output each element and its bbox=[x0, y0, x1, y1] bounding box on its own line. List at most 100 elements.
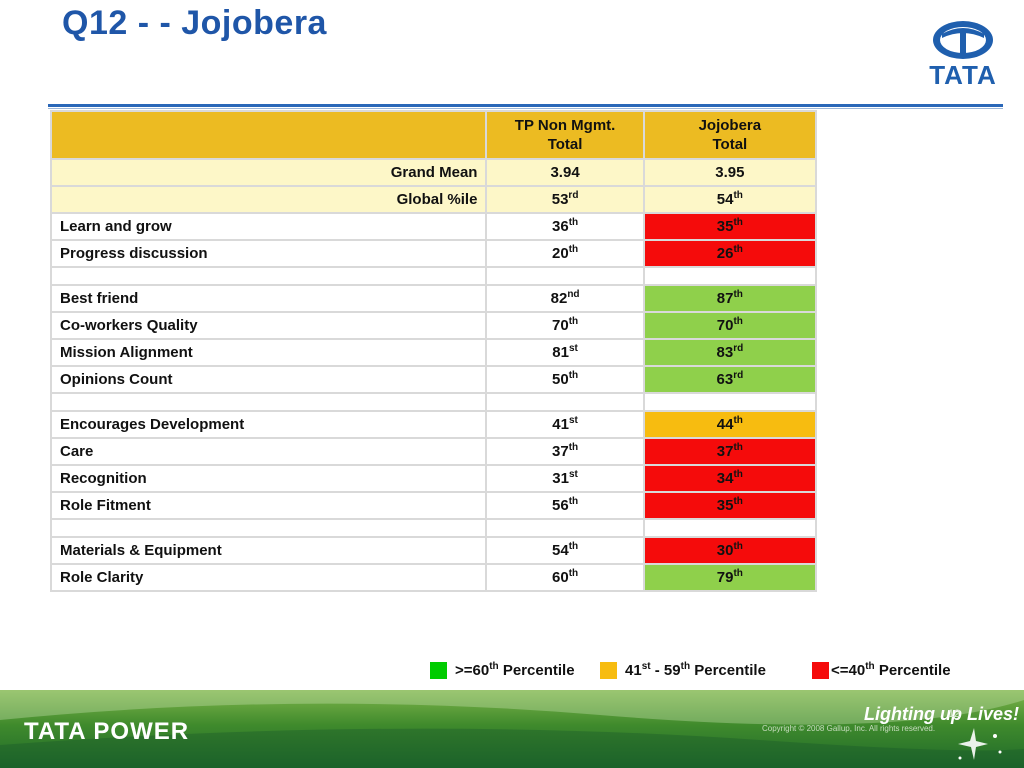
ordinal-suffix: th bbox=[568, 316, 579, 327]
ordinal-suffix: th bbox=[568, 244, 579, 255]
row-label bbox=[49, 266, 488, 286]
ordinal-suffix: th bbox=[733, 541, 743, 552]
title-divider-thin bbox=[48, 108, 1003, 109]
row-label: Recognition bbox=[49, 464, 488, 493]
tp-non-mgmt-value: 20th bbox=[485, 239, 645, 268]
legend-label: 41st - 59th Percentile bbox=[625, 661, 766, 680]
row-label-text: Materials & Equipment bbox=[60, 542, 222, 559]
footer-wave bbox=[0, 690, 1024, 768]
page-number: 12 bbox=[948, 708, 961, 720]
row-label-text: Progress discussion bbox=[60, 245, 208, 262]
header-line: TP Non Mgmt. bbox=[514, 117, 616, 134]
ordinal-suffix: th bbox=[733, 469, 743, 480]
legend-swatch-red bbox=[812, 662, 829, 679]
table-spacer-row bbox=[49, 518, 818, 538]
ordinal-suffix: nd bbox=[567, 289, 580, 300]
ordinal-suffix: th bbox=[568, 541, 579, 552]
tp-non-mgmt-value: 41st bbox=[485, 410, 645, 439]
jojobera-value: 30th bbox=[642, 536, 818, 565]
ordinal-suffix: th bbox=[733, 217, 743, 228]
jojobera-value bbox=[642, 266, 818, 286]
table-row: Learn and grow 36th 35th bbox=[49, 212, 818, 241]
jojobera-value: 37th bbox=[642, 437, 818, 466]
cell-value: 54 bbox=[552, 542, 569, 559]
tp-non-mgmt-value: 81st bbox=[485, 338, 645, 367]
row-label-text: Best friend bbox=[60, 290, 139, 307]
ordinal-suffix: th bbox=[568, 370, 579, 381]
jojobera-value: 70th bbox=[642, 311, 818, 340]
cell-value: 30 bbox=[716, 542, 734, 559]
cell-value: 70 bbox=[552, 317, 569, 334]
ordinal-suffix: st bbox=[568, 415, 578, 426]
title-divider bbox=[48, 104, 1003, 107]
ordinal-suffix: th bbox=[568, 442, 579, 453]
row-label-text: Recognition bbox=[60, 470, 147, 487]
jojobera-value: 26th bbox=[642, 239, 818, 268]
cell-value: 56 bbox=[552, 497, 569, 514]
ordinal-suffix: th bbox=[733, 442, 743, 453]
row-label-text: Role Clarity bbox=[60, 569, 144, 586]
footer-copyright: Copyright © 2008 Gallup, Inc. All rights… bbox=[762, 724, 936, 733]
jojobera-value: 3.95 bbox=[642, 158, 818, 187]
row-label-text: Care bbox=[60, 443, 94, 460]
q12-table: TP Non Mgmt. Total Jojobera Total Grand … bbox=[49, 110, 818, 592]
row-label: Grand Mean bbox=[49, 158, 488, 187]
tata-logo-icon bbox=[933, 21, 993, 59]
tp-non-mgmt-value: 31st bbox=[485, 464, 645, 493]
table-row: Progress discussion 20th 26th bbox=[49, 239, 818, 268]
row-label-text: Role Fitment bbox=[60, 497, 151, 514]
footer-band bbox=[0, 690, 1024, 768]
row-label-text: Mission Alignment bbox=[60, 344, 193, 361]
ordinal-suffix: th bbox=[733, 289, 743, 300]
cell-value: 3.95 bbox=[715, 164, 745, 181]
ordinal-suffix: th bbox=[733, 316, 743, 327]
ordinal-suffix: th bbox=[733, 244, 743, 255]
cell-value: 26 bbox=[716, 245, 734, 262]
row-label: Encourages Development bbox=[49, 410, 488, 439]
ordinal-suffix: th bbox=[733, 568, 743, 579]
table-row: Grand Mean 3.94 3.95 bbox=[49, 158, 818, 187]
row-label-text: Learn and grow bbox=[60, 218, 172, 235]
ordinal-suffix: st bbox=[568, 469, 578, 480]
row-label: Learn and grow bbox=[49, 212, 488, 241]
table-header-row: TP Non Mgmt. Total Jojobera Total bbox=[49, 110, 818, 160]
row-label: Care bbox=[49, 437, 488, 466]
cell-value: 37 bbox=[552, 443, 569, 460]
tp-non-mgmt-value bbox=[485, 392, 645, 412]
row-label-text: Grand Mean bbox=[390, 164, 478, 181]
table-row: Role Fitment 56th 35th bbox=[49, 491, 818, 520]
jojobera-value: 79th bbox=[642, 563, 818, 592]
row-label: Materials & Equipment bbox=[49, 536, 488, 565]
table-row: Recognition 31st 34th bbox=[49, 464, 818, 493]
tata-logo: TATA bbox=[922, 20, 1004, 90]
table-row: Co-workers Quality 70th 70th bbox=[49, 311, 818, 340]
table-header-jojobera: Jojobera Total bbox=[642, 110, 818, 160]
table-row: Care 37th 37th bbox=[49, 437, 818, 466]
jojobera-value: 83rd bbox=[642, 338, 818, 367]
tp-non-mgmt-value: 36th bbox=[485, 212, 645, 241]
jojobera-value: 44th bbox=[642, 410, 818, 439]
ordinal-suffix: th bbox=[733, 415, 743, 426]
row-label-text: Opinions Count bbox=[60, 371, 173, 388]
table-spacer-row bbox=[49, 392, 818, 412]
legend-mid: 41st - 59th Percentile bbox=[600, 662, 766, 679]
tp-non-mgmt-value: 3.94 bbox=[485, 158, 645, 187]
table-row: Global %ile 53rd 54th bbox=[49, 185, 818, 214]
row-label: Best friend bbox=[49, 284, 488, 313]
page-title: Q12 - - Jojobera bbox=[62, 4, 327, 42]
row-label: Role Fitment bbox=[49, 491, 488, 520]
row-label: Co-workers Quality bbox=[49, 311, 488, 340]
tp-non-mgmt-value: 56th bbox=[485, 491, 645, 520]
row-label: Role Clarity bbox=[49, 563, 488, 592]
cell-value: 81 bbox=[552, 344, 569, 361]
tp-non-mgmt-value: 54th bbox=[485, 536, 645, 565]
legend-low: <=40th Percentile bbox=[812, 662, 951, 679]
row-label-text: Co-workers Quality bbox=[60, 317, 198, 334]
row-label-text: Global %ile bbox=[396, 191, 478, 208]
legend-high: >=60th Percentile bbox=[430, 662, 575, 679]
jojobera-value: 34th bbox=[642, 464, 818, 493]
table-row: Role Clarity 60th 79th bbox=[49, 563, 818, 592]
row-label: Progress discussion bbox=[49, 239, 488, 268]
row-label: Global %ile bbox=[49, 185, 488, 214]
table-header-label bbox=[49, 110, 488, 160]
